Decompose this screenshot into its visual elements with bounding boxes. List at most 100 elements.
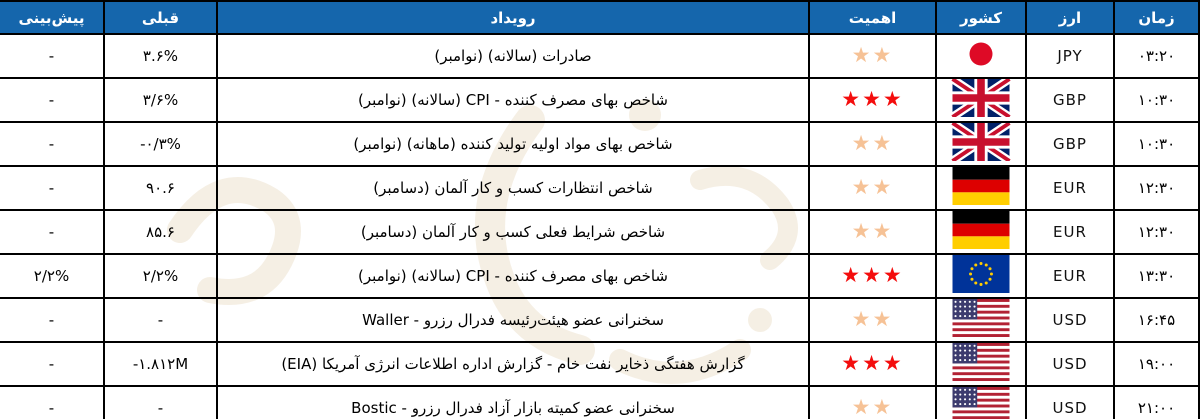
time-cell: ۱۲:۳۰ [1113,209,1200,255]
importance-stars: ★★ [851,130,894,155]
previous-cell: ۳.۶% [103,33,218,79]
country-cell [935,77,1027,123]
country-cell [935,209,1027,255]
forecast-cell: - [0,297,105,343]
previous-cell: ۳/۶% [103,77,218,123]
header-country: کشور [935,0,1027,35]
importance-stars: ★★ [851,218,894,243]
table-row: ۱۹:۰۰ USD ★★★ گزارش هفتگی ذخایر نفت خام … [0,341,1200,387]
previous-cell: - [103,297,218,343]
previous-cell: -۰/۳% [103,121,218,167]
forecast-cell: - [0,165,105,211]
event-cell: شاخص شرایط فعلی کسب و کار آلمان (دسامبر) [216,209,810,255]
event-cell: صادرات (سالانه) (نوامبر) [216,33,810,79]
usa-flag-icon [944,344,1018,381]
importance-cell: ★★ [808,165,937,211]
header-event: رویداد [216,0,810,35]
japan-flag-icon [944,36,1018,73]
header-importance: اهمیت [808,0,937,35]
country-cell [935,121,1027,167]
forecast-cell: ۲/۲% [0,253,105,299]
country-cell [935,341,1027,387]
event-cell: شاخص بهای مصرف کننده - CPI (سالانه) (نوا… [216,253,810,299]
importance-cell: ★★ [808,33,937,79]
importance-stars: ★★ [851,174,894,199]
table-row: ۱۶:۴۵ USD ★★ سخنرانی عضو هیئت‌رئیسه فدرا… [0,297,1200,343]
uk-flag-icon [944,80,1018,117]
country-cell [935,385,1027,419]
eu-flag-icon [944,256,1018,293]
time-cell: ۱۳:۳۰ [1113,253,1200,299]
forecast-cell: - [0,385,105,419]
forecast-cell: - [0,33,105,79]
header-previous: قبلی [103,0,218,35]
forecast-cell: - [0,121,105,167]
country-cell [935,165,1027,211]
importance-stars: ★★ [851,394,894,419]
importance-cell: ★★ [808,209,937,255]
header-time: زمان [1113,0,1200,35]
usa-flag-icon [944,300,1018,337]
table-row: ۱۲:۳۰ EUR ★★ شاخص شرایط فعلی کسب و کار آ… [0,209,1200,255]
currency-cell: USD [1025,341,1115,387]
previous-cell: ۸۵.۶ [103,209,218,255]
time-cell: ۱۶:۴۵ [1113,297,1200,343]
event-cell: شاخص بهای مصرف کننده - CPI (سالانه) (نوا… [216,77,810,123]
currency-cell: USD [1025,385,1115,419]
germany-flag-icon [944,212,1018,249]
forecast-cell: - [0,341,105,387]
importance-stars: ★★ [851,306,894,331]
time-cell: ۱۰:۳۰ [1113,121,1200,167]
event-cell: سخنرانی عضو هیئت‌رئیسه فدرال رزرو - Wall… [216,297,810,343]
usa-flag-icon [944,388,1018,419]
table-row: ۰۳:۲۰ JPY ★★ صادرات (سالانه) (نوامبر) ۳.… [0,33,1200,79]
currency-cell: GBP [1025,77,1115,123]
header-currency: ارز [1025,0,1115,35]
event-cell: شاخص بهای مواد اولیه تولید کننده (ماهانه… [216,121,810,167]
currency-cell: USD [1025,297,1115,343]
importance-stars: ★★★ [841,86,904,111]
currency-cell: JPY [1025,33,1115,79]
header-row: زمان ارز کشور اهمیت رویداد قبلی پیش‌بینی [0,0,1200,35]
uk-flag-icon [944,124,1018,161]
currency-cell: EUR [1025,165,1115,211]
germany-flag-icon [944,168,1018,205]
table-row: ۱۰:۳۰ GBP ★★★ شاخص بهای مصرف کننده - CPI… [0,77,1200,123]
forecast-cell: - [0,77,105,123]
importance-cell: ★★★ [808,341,937,387]
calendar-rows: ۰۳:۲۰ JPY ★★ صادرات (سالانه) (نوامبر) ۳.… [0,33,1200,419]
previous-cell: ۲/۲% [103,253,218,299]
country-cell [935,33,1027,79]
currency-cell: GBP [1025,121,1115,167]
forecast-cell: - [0,209,105,255]
time-cell: ۲۱:۰۰ [1113,385,1200,419]
table-row: ۱۰:۳۰ GBP ★★ شاخص بهای مواد اولیه تولید … [0,121,1200,167]
header-forecast: پیش‌بینی [0,0,105,35]
previous-cell: ۹۰.۶ [103,165,218,211]
importance-cell: ★★ [808,385,937,419]
table-row: ۱۳:۳۰ EUR ★★★ شاخص بهای مصرف کننده - CPI… [0,253,1200,299]
importance-cell: ★★ [808,121,937,167]
previous-cell: -۱.۸۱۲M [103,341,218,387]
time-cell: ۰۳:۲۰ [1113,33,1200,79]
table-row: ۲۱:۰۰ USD ★★ سخنرانی عضو کمیته بازار آزا… [0,385,1200,419]
table-row: ۱۲:۳۰ EUR ★★ شاخص انتظارات کسب و کار آلم… [0,165,1200,211]
event-cell: گزارش هفتگی ذخایر نفت خام - گزارش اداره … [216,341,810,387]
importance-cell: ★★ [808,297,937,343]
importance-cell: ★★★ [808,77,937,123]
event-cell: سخنرانی عضو کمیته بازار آزاد فدرال رزرو … [216,385,810,419]
time-cell: ۱۲:۳۰ [1113,165,1200,211]
importance-stars: ★★★ [841,262,904,287]
currency-cell: EUR [1025,209,1115,255]
importance-cell: ★★★ [808,253,937,299]
currency-cell: EUR [1025,253,1115,299]
time-cell: ۱۰:۳۰ [1113,77,1200,123]
country-cell [935,297,1027,343]
previous-cell: - [103,385,218,419]
event-cell: شاخص انتظارات کسب و کار آلمان (دسامبر) [216,165,810,211]
importance-stars: ★★ [851,42,894,67]
time-cell: ۱۹:۰۰ [1113,341,1200,387]
country-cell [935,253,1027,299]
